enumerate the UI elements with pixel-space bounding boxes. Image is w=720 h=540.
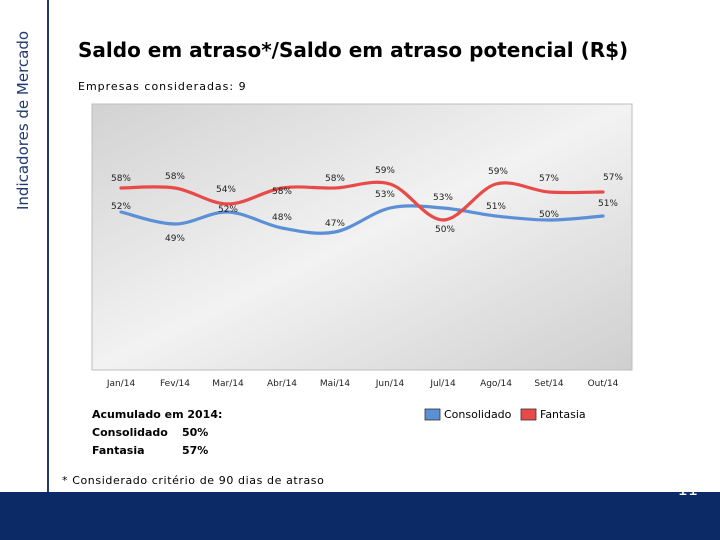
sidebar-divider	[47, 0, 49, 492]
data-label-consolidado: 51%	[598, 199, 618, 209]
data-label-consolidado: 47%	[325, 219, 345, 229]
data-label-fantasia: 50%	[435, 225, 455, 235]
data-label-fantasia: 58%	[272, 187, 292, 197]
data-label-fantasia: 59%	[488, 167, 508, 177]
accumulated-row-consolidado: Consolidado 50%	[92, 424, 222, 442]
data-label-consolidado: 51%	[486, 202, 506, 212]
data-label-consolidado: 49%	[165, 234, 185, 244]
x-tick-label: Mar/14	[212, 379, 244, 389]
data-label-fantasia: 57%	[603, 173, 623, 183]
data-label-consolidado: 50%	[539, 210, 559, 220]
accumulated-heading: Acumulado em 2014:	[92, 408, 223, 421]
series-line-fantasia	[119, 180, 605, 222]
x-tick-label: Jan/14	[106, 379, 136, 389]
data-label-fantasia: 58%	[325, 174, 345, 184]
series-line-consolidado	[119, 204, 605, 235]
x-tick-label: Ago/14	[480, 379, 512, 389]
x-tick-label: Mai/14	[320, 379, 351, 389]
data-label-fantasia: 54%	[216, 185, 236, 195]
accumulated-label: Fantasia	[92, 444, 145, 457]
accumulated-label: Consolidado	[92, 426, 168, 439]
data-label-consolidado: 52%	[218, 205, 238, 215]
x-tick-label: Abr/14	[267, 379, 297, 389]
accumulated-value: 57%	[182, 444, 209, 457]
accumulated-summary: Acumulado em 2014: Consolidado 50% Fanta…	[92, 406, 222, 460]
page-title: Saldo em atraso*/Saldo em atraso potenci…	[78, 38, 629, 62]
data-label-fantasia: 57%	[539, 174, 559, 184]
x-tick-label: Set/14	[534, 379, 564, 389]
x-tick-label: Fev/14	[160, 379, 190, 389]
data-label-consolidado: 53%	[375, 190, 395, 200]
bottom-bar	[0, 492, 720, 540]
plot-area	[91, 103, 633, 371]
footnote: * Considerado critério de 90 dias de atr…	[62, 474, 325, 487]
legend-swatch-consolidado	[424, 408, 441, 421]
data-label-consolidado: 52%	[111, 202, 131, 212]
data-label-fantasia: 59%	[375, 166, 395, 176]
legend-label-consolidado: Consolidado	[444, 408, 512, 421]
accumulated-row-fantasia: Fantasia 57%	[92, 442, 222, 460]
data-label-fantasia: 58%	[111, 174, 131, 184]
x-tick-label: Out/14	[588, 379, 619, 389]
accumulated-value: 50%	[182, 426, 209, 439]
data-label-consolidado: 48%	[272, 213, 292, 223]
line-chart: 52% 49% 52% 48% 47% 53% 53% 51% 50% 51% 58% 58% 54% 5…	[91, 103, 633, 421]
x-tick-label: Jul/14	[429, 379, 456, 389]
data-label-fantasia: 58%	[165, 172, 185, 182]
data-label-consolidado: 53%	[433, 193, 453, 203]
page-subtitle: Empresas consideradas: 9	[78, 80, 247, 93]
page-number: 11	[677, 480, 698, 499]
x-tick-label: Jun/14	[375, 379, 405, 389]
legend-label-fantasia: Fantasia	[540, 408, 586, 421]
legend-swatch-fantasia	[520, 408, 537, 421]
